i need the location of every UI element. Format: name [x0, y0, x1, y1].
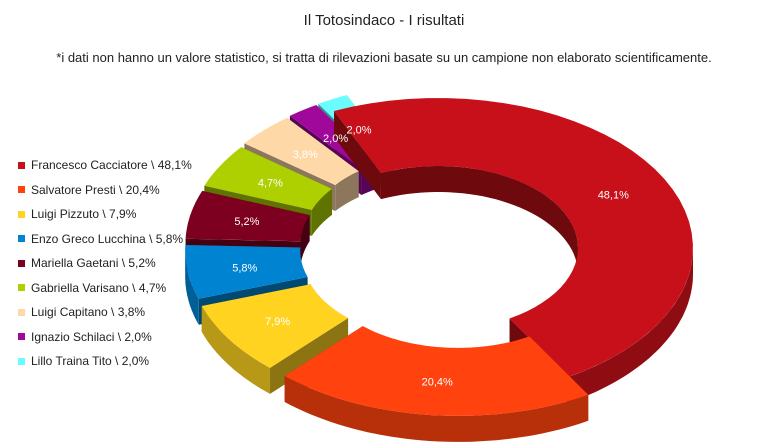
slice-outer-wall [185, 250, 199, 325]
slice-outer-wall [284, 376, 589, 442]
legend-swatch [18, 210, 25, 218]
slice-data-label: 7,9% [265, 316, 290, 328]
legend-item: Gabriella Varisano \ 4,7% [18, 276, 192, 301]
slice-end-wall [334, 111, 381, 200]
legend-item: Lillo Traina Tito \ 2,0% [18, 349, 192, 374]
chart-legend: Francesco Cacciatore \ 48,1% Salvatore Pr… [18, 153, 192, 374]
slice-top [284, 326, 589, 416]
legend-item: Francesco Cacciatore \ 48,1% [18, 153, 192, 178]
legend-label: Gabriella Varisano \ 4,7% [31, 280, 167, 295]
slice-inner-wall [380, 166, 578, 274]
legend-swatch [18, 259, 25, 267]
slice-inner-wall [335, 171, 359, 212]
legend-swatch [18, 284, 25, 292]
legend-swatch [18, 235, 25, 243]
slice-outer-wall [568, 248, 693, 403]
slice-data-label: 2,0% [346, 124, 371, 136]
legend-item: Salvatore Presti \ 20,4% [18, 178, 192, 203]
legend-item: Luigi Capitano \ 3,8% [18, 300, 192, 325]
slice-data-label: 5,2% [234, 216, 259, 228]
slice-inner-wall [300, 215, 310, 268]
slice-inner-wall [311, 188, 332, 236]
slice-top [244, 117, 359, 186]
legend-swatch [18, 333, 25, 341]
legend-item: Mariella Gaetani \ 5,2% [18, 251, 192, 276]
legend-label: Ignazio Schilaci \ 2,0% [31, 329, 152, 344]
chart-title: Il Totosindaco - I risultati [303, 12, 465, 29]
legend-label: Luigi Pizzuto \ 7,9% [31, 207, 137, 222]
slice-top [334, 98, 693, 377]
slice-top [204, 147, 332, 210]
slice-top [185, 190, 310, 242]
slice-data-label: 20,4% [422, 376, 453, 388]
legend-item: Ignazio Schilaci \ 2,0% [18, 325, 192, 350]
legend-label: Enzo Greco Lucchina \ 5,8% [31, 231, 184, 246]
legend-swatch [18, 308, 25, 316]
legend-swatch [18, 161, 25, 169]
legend-label: Mariella Gaetani \ 5,2% [31, 256, 156, 271]
pie-slice [284, 326, 589, 442]
slice-data-label: 5,8% [232, 262, 257, 274]
legend-label: Luigi Capitano \ 3,8% [31, 305, 146, 320]
chart-subtitle: *i dati non hanno un valore statistico, … [56, 50, 712, 65]
slice-top [201, 284, 349, 368]
legend-label: Francesco Cacciatore \ 48,1% [31, 158, 192, 173]
slice-top [185, 245, 308, 299]
slice-outer-wall [201, 306, 270, 394]
slice-data-label: 3,8% [293, 149, 318, 161]
slice-data-label: 48,1% [598, 190, 629, 202]
legend-swatch [18, 186, 25, 194]
slice-data-label: 4,7% [258, 177, 283, 189]
legend-item: Luigi Pizzuto \ 7,9% [18, 202, 192, 227]
legend-label: Salvatore Presti \ 20,4% [31, 182, 160, 197]
legend-item: Enzo Greco Lucchina \ 5,8% [18, 227, 192, 252]
slice-data-label: 2,0% [323, 133, 348, 145]
legend-swatch [18, 357, 25, 365]
legend-label: Lillo Traina Tito \ 2,0% [31, 354, 150, 369]
